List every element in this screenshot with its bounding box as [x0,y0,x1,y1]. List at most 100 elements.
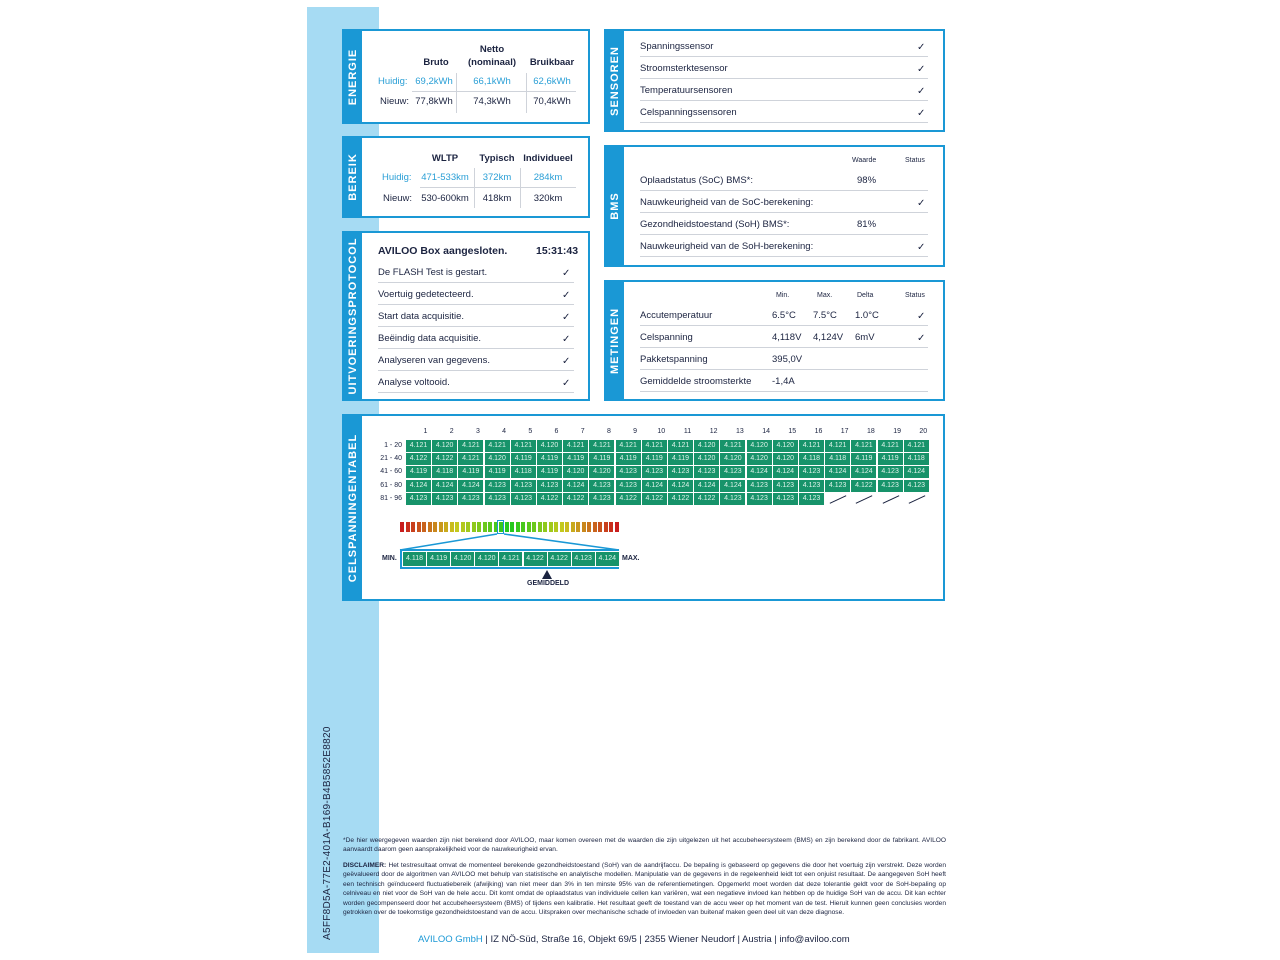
sensor-item: Stroomsterktesensor [640,63,728,74]
scale-segment [598,522,602,532]
meting-delta: 6mV [855,332,875,343]
cell-voltage: 4.123 [745,491,773,506]
check-icon: ✓ [917,64,926,75]
cell-voltage: 4.120 [745,439,773,453]
cell-voltage: 4.120 [431,439,459,453]
bms-row-name: Nauwkeurigheid van de SoC-berekening: [640,197,814,208]
scale-segment [416,522,421,532]
cell-voltage: 4.121 [667,439,694,453]
cell-voltage: 4.122 [667,491,694,506]
row-header: 41 - 60 [380,468,402,476]
cell-voltage: 4.123 [798,478,825,493]
cell-voltage: 4.121 [850,439,878,453]
cell-voltage: 4.121 [640,439,668,453]
cell-voltage: 4.119 [614,452,642,467]
column-header: 19 [893,428,901,435]
scale-value: 4.119 [426,551,452,567]
scale-segment [482,522,487,532]
row-label: Nieuw: [380,96,410,107]
check-icon: ✓ [917,311,926,322]
cell-voltage: 4.124 [771,465,799,480]
cell-voltage: 4.123 [588,478,616,493]
cell-voltage: 4.120 [693,439,721,453]
sensor-item: Celspanningssensoren [640,107,737,118]
cell-voltage: 4.124 [693,478,721,493]
column-header: 18 [866,428,875,435]
cell-voltage: 4.122 [693,491,721,506]
sensor-item: Temperatuursensoren [640,85,733,96]
sensoren-label: SENSOREN [609,45,621,116]
scale-segment [444,522,448,532]
scale-segment [449,522,454,532]
cell-voltage: 4.119 [536,465,563,480]
value: 284km [533,172,563,183]
cell-voltage: 4.123 [798,465,825,480]
disclaimer-text: Het testresultaat omvat de momenteel ber… [343,862,946,917]
scale-segment [603,522,608,532]
column-header: 13 [735,428,744,435]
scale-segment [548,522,553,532]
header-delta: Delta [857,292,874,299]
cell-voltage: 4.124 [824,465,852,480]
cell-voltage: 4.122 [850,478,878,493]
column-header: 12 [709,428,718,435]
bms-row-name: Nauwkeurigheid van de SoH-berekening: [640,241,814,252]
scale-segment [537,522,542,532]
cell-voltage: 4.120 [771,452,799,467]
scale-segment [521,522,525,532]
cell-voltage: 4.118 [431,465,459,480]
cell-voltage: 4.123 [719,491,747,506]
footer-company: AVILOO GmbH [418,934,483,945]
value: 530-600km [421,193,469,204]
cell-voltage: 4.124 [431,478,459,493]
header-status: Status [905,292,925,299]
scale-segment [400,522,404,532]
cell-voltage: 4.122 [431,452,459,467]
cell-voltage: 4.118 [824,452,852,467]
value: 69,2kWh [415,76,453,87]
column-header: 16 [814,428,823,435]
meting-name: Pakketspanning [640,354,708,365]
scale-segment [576,522,580,532]
column-header: 11 [683,428,692,435]
scale-value: 4.122 [522,551,548,567]
row-label: Huidig: [378,76,408,87]
meting-name: Celspanning [640,332,693,343]
cell-voltage: 4.123 [824,478,852,493]
cell-voltage: 4.122 [536,491,563,506]
column-header: 4 [502,428,507,435]
cell-voltage: 4.122 [405,452,432,467]
scale-value: 4.122 [546,551,572,567]
meting-min: 4,118V [772,332,802,343]
protocol-panel: UITVOERINGSPROTOCOL AVILOO Box aangeslot… [342,231,590,401]
row-header: 21 - 40 [380,455,402,463]
header-min: Min. [776,292,790,299]
cell-voltage: 4.123 [640,465,668,480]
meting-name: Accutemperatuur [640,310,713,321]
cell-voltage: 4.123 [667,465,694,480]
cell-voltage: 4.121 [483,439,511,453]
scale-segment [581,522,586,532]
protocol-label: UITVOERINGSPROTOCOL [347,237,359,395]
cell-voltage: 4.120 [693,452,721,467]
cell-voltage: 4.120 [562,465,590,480]
cell-voltage: 4.122 [640,491,668,506]
scale-segment [477,522,481,532]
meting-max: 4,124V [813,332,844,343]
cell-voltage: 4.123 [902,478,930,493]
value: 471-533km [421,172,469,183]
header-wltp: WLTP [431,153,459,164]
header-individueel: Individueel [523,153,573,164]
cell-voltage: 4.120 [536,439,563,453]
meting-min: 6.5°C [772,310,796,321]
cell-voltage: 4.124 [902,465,930,480]
scale-segment [427,522,432,532]
column-header: 7 [580,428,585,435]
bms-label: BMS [609,192,621,220]
cell-voltage: 4.123 [876,465,904,480]
cell-voltage: 4.123 [798,491,825,506]
average-marker-icon [542,570,552,579]
cell-voltage: 4.121 [457,439,485,453]
protocol-step: Analyseren van gegevens. [378,355,490,366]
cell-voltage: 4.120 [771,439,799,453]
